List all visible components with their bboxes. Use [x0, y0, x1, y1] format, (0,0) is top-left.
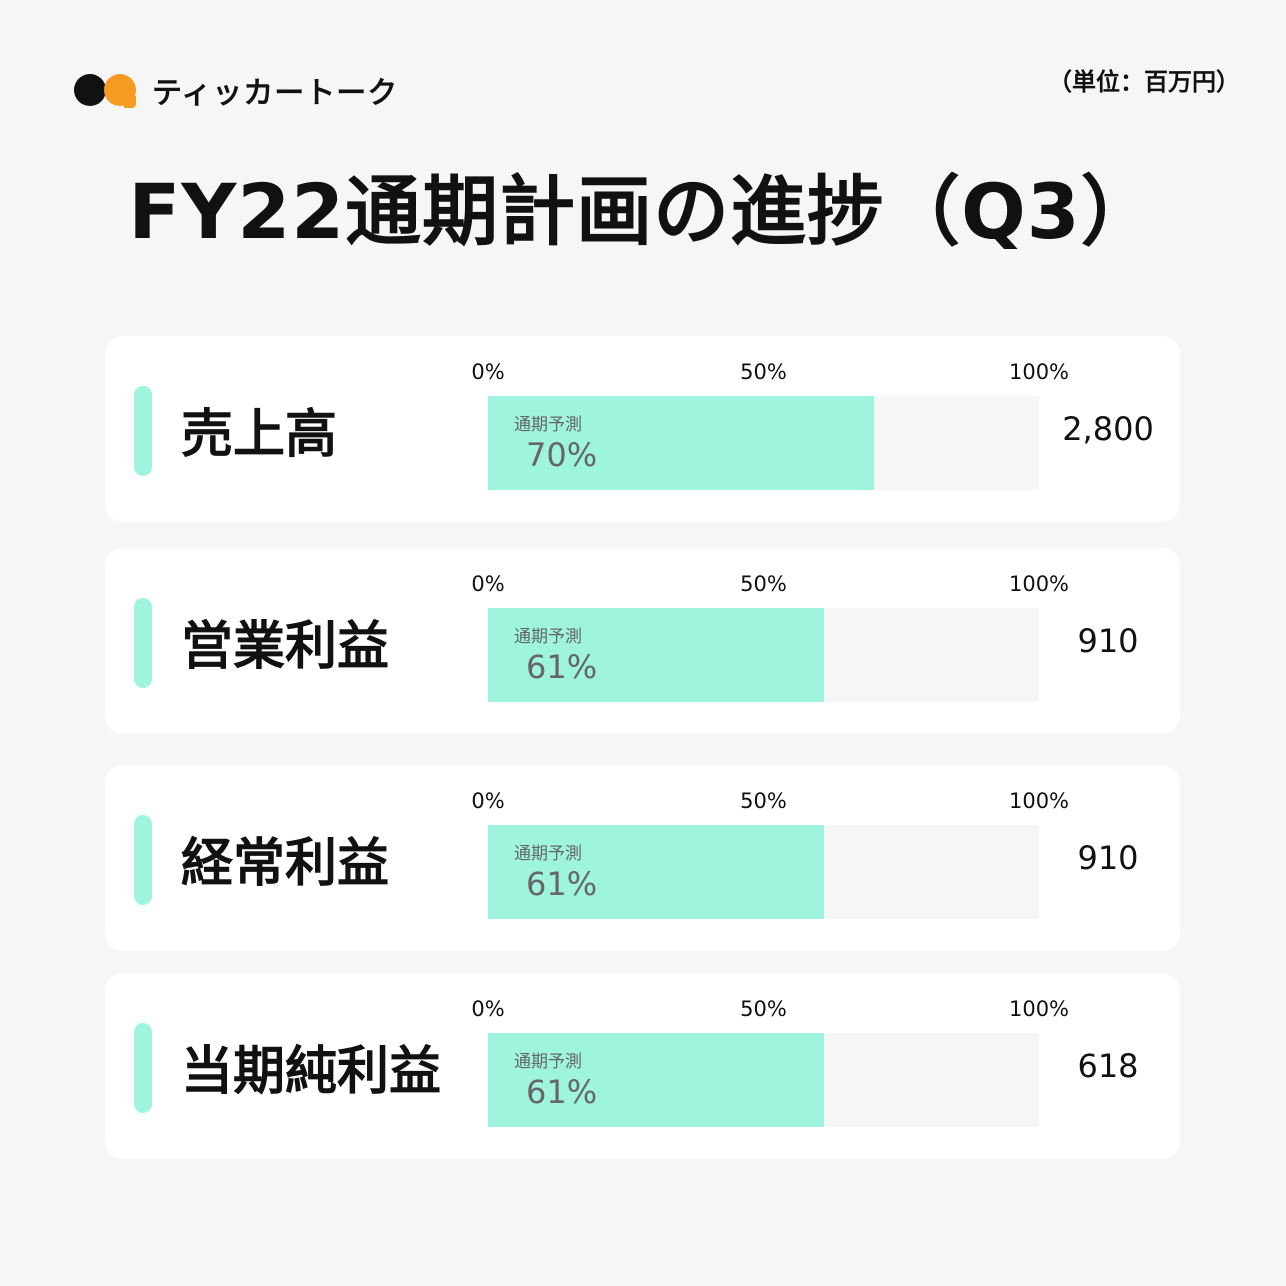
- total-value: 2,800: [1062, 410, 1154, 448]
- axis-tick-label: 50%: [740, 360, 787, 384]
- axis-tick-label: 50%: [740, 789, 787, 813]
- progress-bar: [488, 396, 874, 490]
- axis-tick-label: 0%: [471, 789, 505, 813]
- axis-tick-label: 100%: [1008, 572, 1070, 596]
- axis-tick-label: 0%: [471, 572, 505, 596]
- total-value: 618: [1077, 1047, 1139, 1085]
- kpi-card: 経常利益 0% 50% 100% 通期予測 61% 910: [105, 765, 1180, 951]
- total-value: 910: [1077, 839, 1139, 877]
- axis-tick-label: 50%: [740, 572, 787, 596]
- axis-tick-label: 0%: [471, 997, 505, 1021]
- axis-tick-label: 50%: [740, 997, 787, 1021]
- bar-caption: 通期予測: [514, 627, 582, 647]
- unit-label: （単位：百万円）: [1048, 68, 1240, 96]
- accent-stripe: [134, 815, 152, 905]
- progress-track: 通期予測 61%: [488, 1033, 1039, 1127]
- accent-stripe: [134, 386, 152, 476]
- bar-caption: 通期予測: [514, 415, 582, 435]
- axis-tick-label: 100%: [1008, 360, 1070, 384]
- bar-caption: 通期予測: [514, 844, 582, 864]
- axis-tick-label: 0%: [471, 360, 505, 384]
- bar-value-label: 61%: [526, 865, 598, 903]
- brand: ティッカートーク: [74, 70, 399, 111]
- kpi-label: 経常利益: [181, 833, 390, 894]
- progress-bar: [488, 825, 825, 919]
- progress-bar: [488, 1033, 825, 1127]
- kpi-label: 営業利益: [181, 616, 390, 677]
- brand-name: ティッカートーク: [152, 76, 399, 111]
- bar-caption: 通期予測: [514, 1052, 582, 1072]
- bar-value-label: 61%: [526, 1073, 598, 1111]
- kpi-card: 売上高 0% 50% 100% 通期予測 70% 2,800: [105, 336, 1180, 522]
- progress-track: 通期予測 61%: [488, 608, 1039, 702]
- bar-value-label: 70%: [526, 436, 598, 474]
- bar-value-label: 61%: [526, 648, 598, 686]
- kpi-card: 当期純利益 0% 50% 100% 通期予測 61% 618: [105, 973, 1180, 1159]
- progress-track: 通期予測 61%: [488, 825, 1039, 919]
- chat-bubbles-logo-icon: [74, 70, 140, 110]
- kpi-card: 営業利益 0% 50% 100% 通期予測 61% 910: [105, 548, 1180, 734]
- axis-tick-label: 100%: [1008, 997, 1070, 1021]
- progress-track: 通期予測 70%: [488, 396, 1039, 490]
- progress-bar: [488, 608, 825, 702]
- accent-stripe: [134, 598, 152, 688]
- total-value: 910: [1077, 622, 1139, 660]
- page-title: FY22通期計画の進捗（Q3）: [128, 167, 1158, 256]
- accent-stripe: [134, 1023, 152, 1113]
- axis-tick-label: 100%: [1008, 789, 1070, 813]
- kpi-label: 当期純利益: [181, 1041, 442, 1102]
- kpi-label: 売上高: [181, 404, 338, 465]
